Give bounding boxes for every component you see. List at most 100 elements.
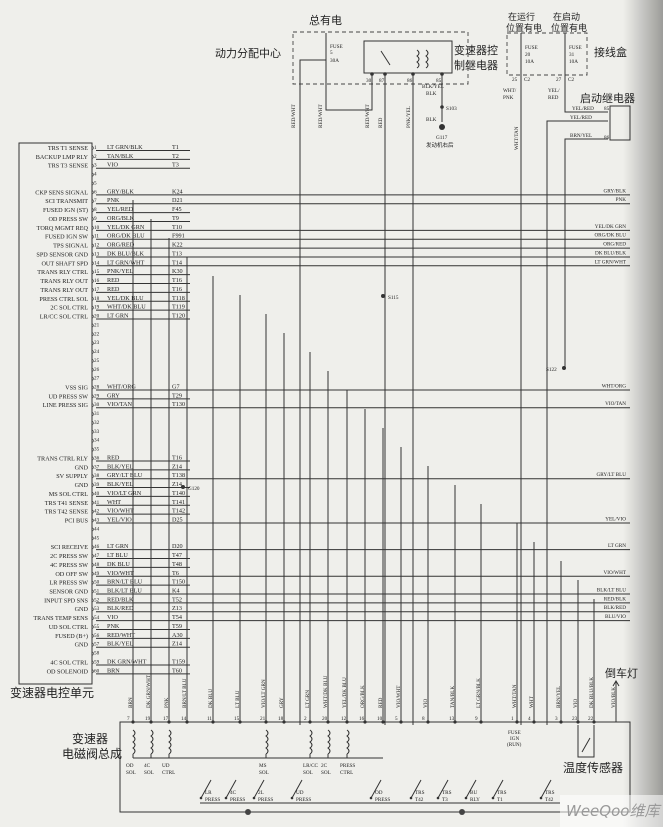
ecu-wire-color: GRY/LT BLU (107, 472, 143, 479)
connector-pin-icon (211, 720, 215, 724)
ecu-pin-row: 27 (91, 376, 100, 382)
ecu-pin-number: 53 (94, 606, 100, 612)
ecu-wire-color: BLK/LT BLU (107, 588, 142, 595)
ecu-wire-color: WHT/ORG (107, 383, 136, 390)
ecu-wire-color: DK GRN/WHT (107, 658, 147, 665)
switch-label-1: TRS (415, 790, 425, 796)
connector-pin-icon (91, 420, 94, 426)
connector-pin-icon (559, 720, 563, 724)
ecu-pin-number: 8 (94, 207, 97, 213)
ecu-wire-color: RED (107, 286, 120, 293)
ecu-pin-row: SCI TRANSMIT 7 PNK D21 (45, 197, 630, 205)
connector-pin-icon (91, 518, 94, 523)
relay-pin-number: 85 (436, 78, 442, 84)
ecu-pin-label: 4C SOL CTRL (50, 659, 88, 666)
connector-pin-icon (453, 720, 457, 724)
ecu-pin-label: TRS T41 SENSE (45, 500, 88, 507)
ecu-pin-row: TORQ MGMT REQ 10 YEL/DK GRN T10 (37, 224, 630, 232)
solenoid-wire-color: BRN/YEL (556, 686, 562, 708)
ecu-pin-number: 18 (94, 296, 100, 302)
ecu-wire-color: VIO/LT GRN (107, 490, 142, 497)
ecu-wire-color: PNK/YEL (107, 268, 133, 275)
start-relay-title: 启动继电器 (580, 92, 635, 105)
ecu-pin-number: 16 (94, 278, 100, 284)
ecu-circuit-id: K30 (172, 268, 183, 275)
brn-yel-wire (564, 138, 608, 368)
solenoid-label-2: SOL (126, 770, 136, 776)
ecu-pin-label: SCI TRANSMIT (45, 198, 88, 205)
ecu-wire-color: VIO (107, 614, 119, 621)
connector-pin-icon (91, 571, 94, 577)
ground-g117-icon (439, 124, 445, 130)
ecu-pin-number: 15 (94, 269, 100, 275)
start-relay-box (609, 105, 631, 141)
ecu-pin-label: UD PRESS SW (48, 393, 88, 400)
connector-pin-icon (91, 252, 94, 257)
ecu-pin-number: 32 (94, 420, 100, 426)
pressure-switch-icon (410, 779, 422, 799)
right-wire-label: ORG/DK BLU (594, 233, 626, 239)
ecu-pin-label: TRANS CTRL RLY (37, 455, 88, 462)
connector-pin-icon (91, 642, 94, 648)
ecu-circuit-id: T2 (172, 153, 179, 160)
solenoid-coil-icon (346, 729, 350, 755)
ecu-pin-label: FUSED IGN (ST) (43, 207, 88, 214)
switch-contact-icon (409, 796, 413, 800)
run-hot-1: 在运行 (508, 11, 535, 23)
ecu-wire-color: PNK (107, 197, 120, 204)
ecu-circuit-id: F45 (172, 206, 182, 213)
solenoid-wire-color: LT BLU (235, 690, 241, 708)
ecu-pin-row: LR/CC SOL CTRL 20 LT GRN T120 (40, 313, 190, 321)
ecu-pin-row: PCI BUS 43 YEL/VIO D25 (65, 517, 630, 525)
ecu-box (18, 142, 93, 685)
solenoid-label-2: CTRL (340, 770, 353, 776)
page-fold-shadow (623, 0, 663, 827)
ecu-wire-color: LT BLU (107, 552, 128, 559)
connector-pin-icon (91, 633, 94, 639)
ecu-pin-row: 24 (91, 349, 100, 355)
right-wire-label: BLK/LT BLU (597, 588, 627, 594)
ecu-pin-row: 32 (91, 420, 100, 426)
solenoid-coil-icon (309, 729, 313, 755)
ecu-pin-number: 51 (94, 589, 100, 595)
ecu-pin-number: 12 (94, 243, 100, 249)
switch-label-1: UD (296, 790, 304, 796)
ecu-wire-color: RED/BLK (107, 596, 134, 603)
splice-s103: S103 (446, 106, 457, 112)
connector-pin-icon (532, 720, 536, 724)
solenoid-wire-color: VIO (423, 699, 429, 708)
solenoid-label-2: SOL (303, 770, 313, 776)
start-relay-wire-down (546, 120, 608, 725)
connector-pin-icon (91, 145, 94, 151)
start-relay-wire-2: YEL/RED (570, 115, 592, 121)
ecu-circuit-id: T142 (172, 508, 185, 515)
right-wire-label: RED/BLK (604, 596, 626, 602)
ecu-circuit-id: T48 (172, 561, 182, 568)
solenoid-pin-number: 13 (449, 716, 455, 722)
solenoid-pin-number: 16 (359, 716, 365, 722)
ecu-wire-color: GRY (107, 392, 120, 399)
right-wire-label: LT GRN/WHT (595, 259, 627, 265)
relay-pin-number: 86 (407, 78, 413, 84)
ecu-pin-label: SPD SENSOR GND (36, 251, 88, 258)
ecu-pin-label: OD OFF SW (55, 571, 88, 578)
right-wire-label: GRY/LT BLU (596, 472, 626, 478)
connector-pin-icon (91, 314, 94, 319)
connector-pin-icon (149, 720, 153, 724)
ecu-circuit-id: T138 (172, 472, 185, 479)
ecu-pin-row: TRANS CTRL RLY 36 RED T16 (37, 454, 190, 462)
ecu-wire-color: VIO (107, 162, 119, 169)
start-relay-pin-1: 85 (604, 106, 610, 112)
ecu-pin-row: TPS SIGNAL 12 ORG/RED K22 (53, 242, 630, 250)
fuse-31-num: 31 (569, 52, 575, 58)
ecu-pin-number: 39 (94, 482, 100, 488)
connector-pin-icon (91, 163, 94, 169)
ground-g117: G117 (436, 135, 448, 141)
ecu-pin-number: 26 (94, 367, 100, 373)
pdc-fuse-amp: 30A (330, 58, 339, 64)
right-wire-label: YEL/VIO (605, 517, 626, 523)
ecu-pin-row: TRS T41 SENSE 41 WHT T141 (45, 499, 190, 507)
switch-label-2: PRESS (258, 797, 273, 803)
